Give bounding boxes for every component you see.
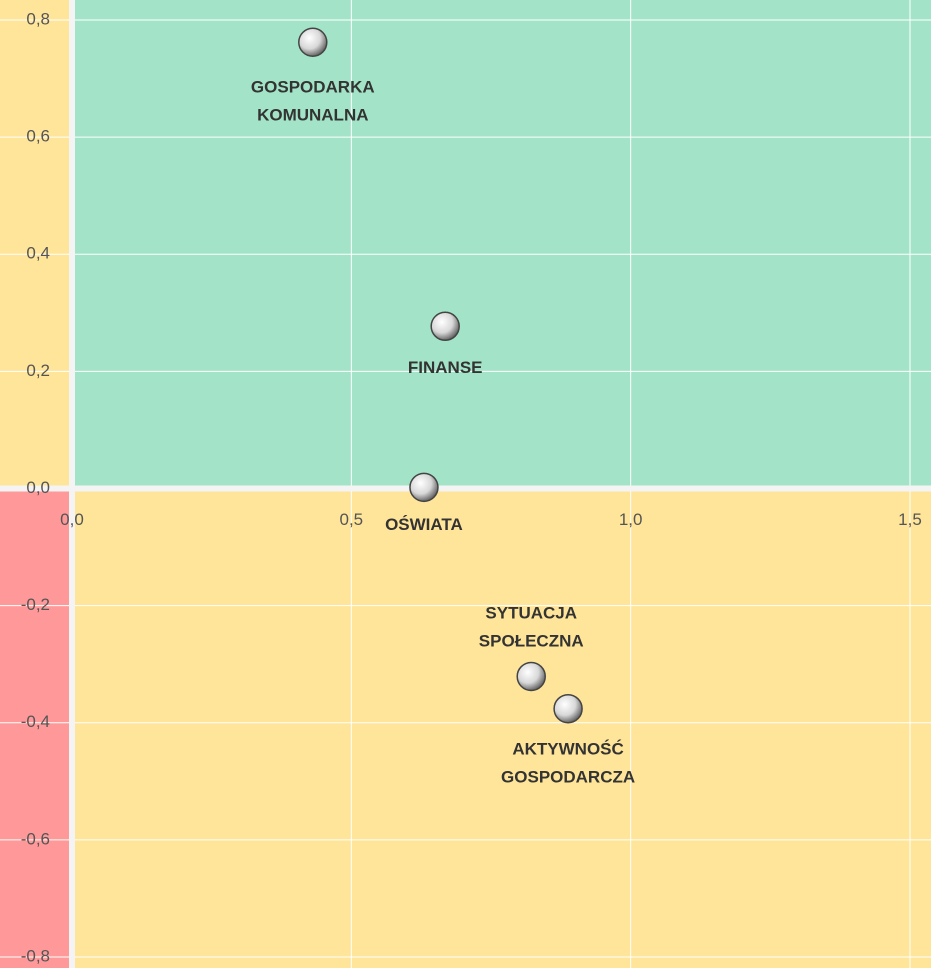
- point-label: SYTUACJA SPOŁECZNA: [479, 604, 584, 651]
- y-tick-label: 0,0: [26, 478, 50, 497]
- x-tick-label: 1,0: [619, 510, 643, 529]
- x-tick-label: 0,5: [340, 510, 364, 529]
- label-line: SPOŁECZNA: [479, 632, 584, 651]
- point: [430, 311, 460, 342]
- point: [516, 661, 546, 692]
- y-tick-label: -0,2: [21, 595, 50, 614]
- point: [553, 693, 583, 724]
- x-tick-label: 1,5: [898, 510, 922, 529]
- y-tick-label: 0,6: [26, 127, 50, 146]
- y-tick-label: 0,8: [26, 9, 50, 28]
- point-label: FINANSE: [408, 358, 483, 377]
- label-line: GOSPODARCZA: [501, 768, 635, 787]
- quadrant: [72, 0, 931, 489]
- y-tick-label: 0,2: [26, 361, 50, 380]
- label-line: SYTUACJA: [485, 604, 577, 623]
- y-tick-label: -0,8: [21, 946, 50, 965]
- label-line: AKTYWNOŚĆ: [512, 740, 623, 759]
- y-tick-label: -0,6: [21, 829, 50, 848]
- label-line: KOMUNALNA: [257, 106, 368, 125]
- quadrant: [0, 0, 72, 489]
- x-tick-label: 0,0: [60, 510, 84, 529]
- point: [298, 27, 328, 58]
- quadrant: [72, 488, 931, 968]
- point-label: AKTYWNOŚĆ GOSPODARCZA: [501, 740, 635, 787]
- label-line: GOSPODARKA: [251, 78, 375, 97]
- point-label: OŚWIATA: [385, 515, 463, 534]
- point-label: GOSPODARKA KOMUNALNA: [251, 78, 375, 125]
- quadrant: [0, 488, 72, 968]
- y-tick-label: -0,4: [21, 712, 50, 731]
- point: [409, 472, 439, 503]
- y-tick-label: 0,4: [26, 244, 50, 263]
